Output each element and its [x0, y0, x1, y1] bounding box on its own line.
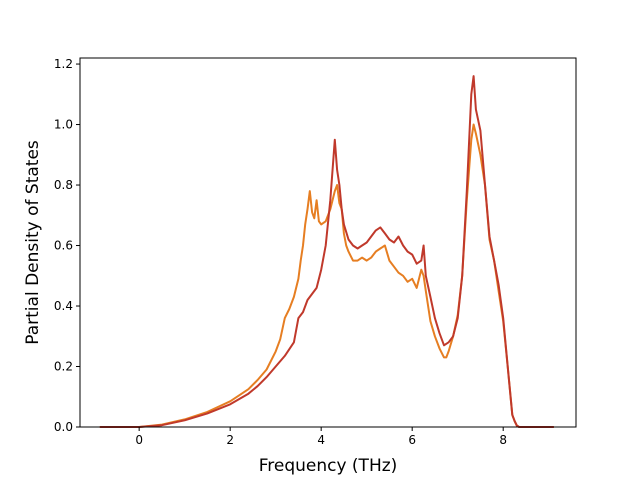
y-tick-label: 0.6: [54, 239, 73, 253]
x-axis-label: Frequency (THz): [259, 456, 398, 476]
ticks-layer: 0 2 4 6 8 0.0 0.2 0.4 0.6 0.8 1.0 1.2: [54, 57, 507, 447]
x-tick-label: 4: [317, 433, 325, 447]
y-axis-label: Partial Density of States: [23, 140, 43, 345]
x-tick-label: 6: [408, 433, 416, 447]
x-tick-label: 2: [226, 433, 234, 447]
series-line-2: [99, 75, 555, 428]
y-tick-label: 0.8: [54, 178, 73, 192]
y-tick-label: 0.0: [54, 420, 73, 434]
series-line-1: [99, 123, 555, 428]
x-tick-label: 8: [499, 433, 507, 447]
series-layer: [99, 75, 555, 428]
x-tick-label: 0: [135, 433, 143, 447]
y-tick-label: 0.4: [54, 299, 73, 313]
y-tick-label: 1.0: [54, 118, 73, 132]
y-tick-label: 1.2: [54, 57, 73, 71]
plot-area-frame: [79, 57, 577, 428]
y-tick-label: 0.2: [54, 360, 73, 374]
